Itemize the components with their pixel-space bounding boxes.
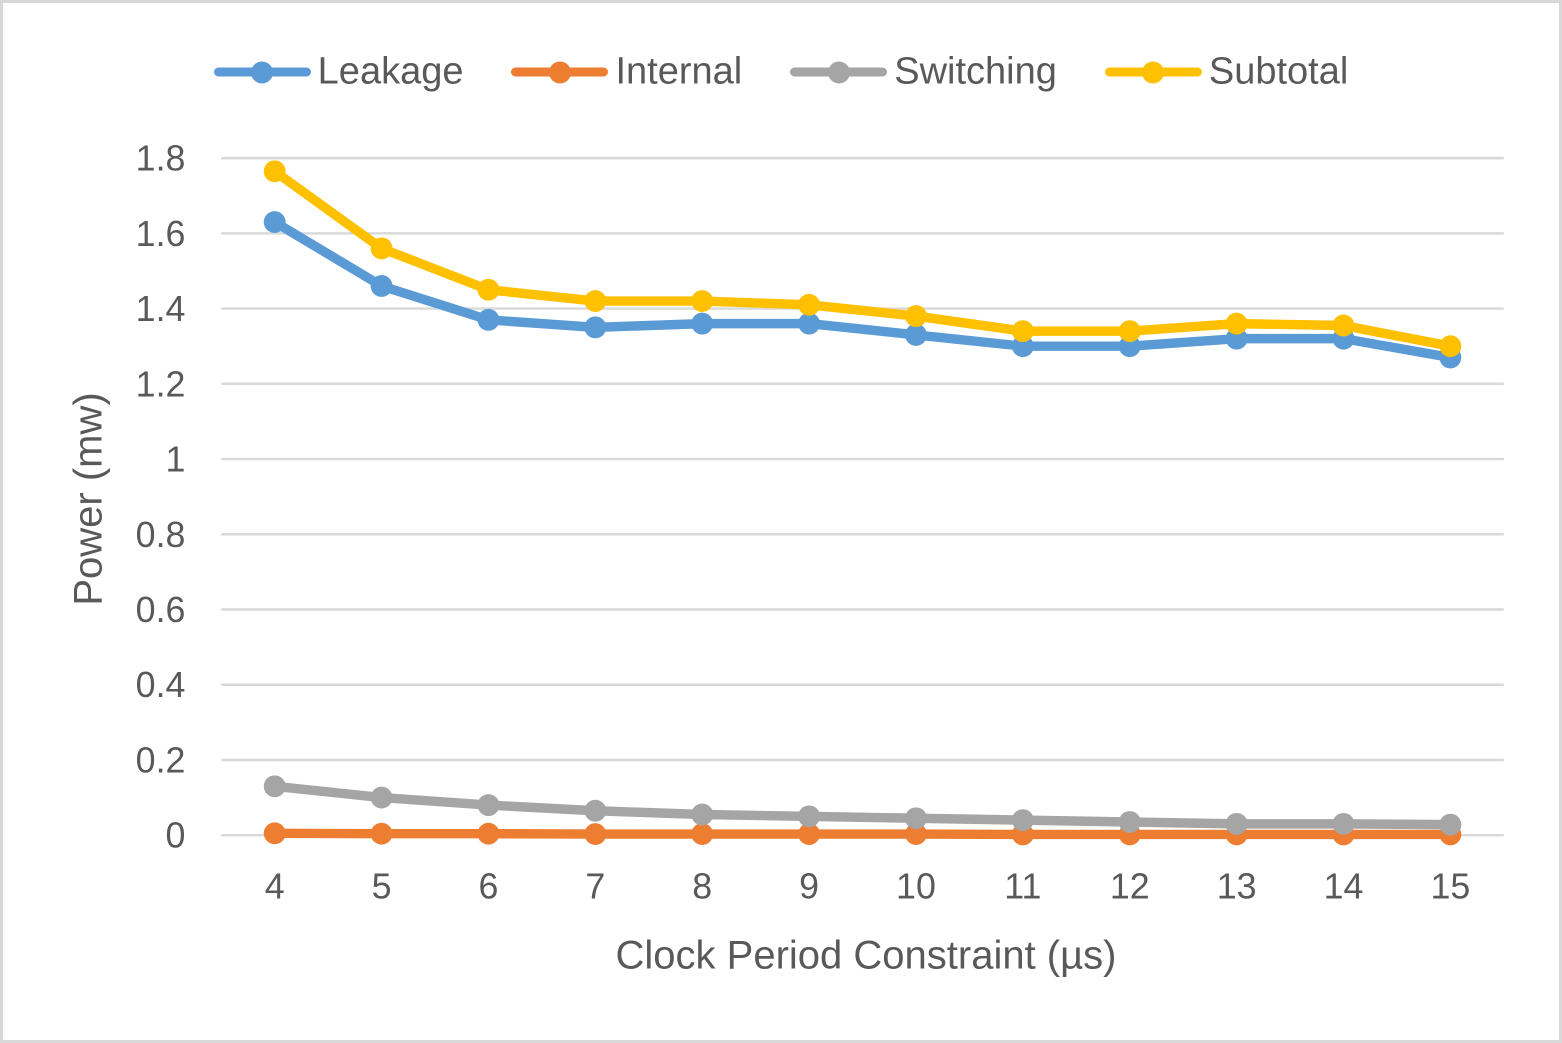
data-point-switching xyxy=(1332,812,1355,835)
data-point-switching xyxy=(263,775,286,798)
x-tick-label: 8 xyxy=(692,866,712,906)
plot-area: 0 0.2 0.4 0.6 0.8 1 1.2 1.4 1.6 1.8 4 5 6 7 8 9 10 11 12 13… xyxy=(136,139,1504,906)
legend-item-internal: Internal xyxy=(511,51,742,94)
data-point-internal xyxy=(798,823,821,845)
data-point-subtotal xyxy=(1118,320,1141,343)
data-point-leakage xyxy=(798,312,821,335)
data-point-leakage xyxy=(1011,335,1034,358)
data-point-switching xyxy=(1011,809,1034,832)
y-tick-label: 1.2 xyxy=(136,364,186,404)
series-line-leakage xyxy=(269,217,1456,363)
x-tick-label: 6 xyxy=(478,866,498,906)
x-tick-label: 4 xyxy=(265,866,285,906)
x-tick-label: 13 xyxy=(1217,866,1257,906)
data-point-subtotal xyxy=(1439,335,1462,358)
series-line-switching xyxy=(269,781,1456,830)
data-point-switching xyxy=(798,805,821,828)
data-point-subtotal xyxy=(477,278,500,301)
legend-label-subtotal: Subtotal xyxy=(1208,50,1349,93)
series-line-internal xyxy=(269,828,1456,840)
y-tick-label: 1 xyxy=(166,440,186,480)
data-point-switching xyxy=(370,786,393,809)
data-point-leakage xyxy=(584,316,607,339)
data-point-subtotal xyxy=(691,290,714,312)
legend-item-leakage: Leakage xyxy=(213,50,464,94)
data-point-subtotal xyxy=(798,293,821,316)
legend-marker-icon-leakage xyxy=(213,61,311,83)
legend-item-subtotal: Subtotal xyxy=(1104,50,1349,94)
data-point-leakage xyxy=(477,308,500,331)
x-tick-label: 12 xyxy=(1110,866,1150,906)
legend-item-switching: Switching xyxy=(790,51,1057,94)
data-point-leakage xyxy=(1225,327,1248,350)
data-point-switching xyxy=(584,799,607,822)
data-point-subtotal xyxy=(1332,314,1355,337)
y-tick-label: 0.4 xyxy=(136,665,186,705)
data-point-switching xyxy=(905,807,927,830)
x-tick-label: 10 xyxy=(896,866,936,906)
data-point-subtotal xyxy=(1011,320,1034,343)
y-tick-label: 0 xyxy=(166,816,186,856)
y-axis-title: Power (mw) xyxy=(66,392,111,606)
y-tick-label: 1.4 xyxy=(136,289,186,329)
legend: Leakage Internal Switching Subtotal xyxy=(3,51,1559,94)
x-axis-title: Clock Period Constraint (µs) xyxy=(615,933,1117,978)
legend-label-internal: Internal xyxy=(615,50,743,93)
data-point-switching xyxy=(691,803,714,826)
legend-label-switching: Switching xyxy=(894,50,1057,93)
data-point-leakage xyxy=(370,275,393,297)
data-point-leakage xyxy=(905,323,927,346)
x-tick-label: 14 xyxy=(1324,866,1364,906)
data-point-subtotal xyxy=(1225,312,1248,335)
y-tick-label: 0.2 xyxy=(136,740,186,780)
legend-marker-icon-subtotal xyxy=(1104,61,1202,83)
y-tick-label: 1.8 xyxy=(136,139,186,179)
data-point-internal xyxy=(584,823,607,845)
data-point-subtotal xyxy=(370,237,393,260)
data-point-leakage xyxy=(263,211,286,233)
x-tick-label: 15 xyxy=(1430,866,1470,906)
legend-label-leakage: Leakage xyxy=(317,50,464,93)
data-point-internal xyxy=(263,822,286,845)
y-tick-label: 1.6 xyxy=(136,214,186,254)
x-tick-label: 9 xyxy=(799,866,819,906)
data-point-switching xyxy=(1225,812,1248,835)
data-point-internal xyxy=(370,822,393,845)
x-tick-label: 11 xyxy=(1004,866,1041,906)
data-point-internal xyxy=(905,823,927,845)
data-point-switching xyxy=(1439,813,1462,836)
x-tick-label: 7 xyxy=(585,866,605,906)
data-point-subtotal xyxy=(905,305,927,328)
data-point-internal xyxy=(691,823,714,845)
legend-marker-icon-switching xyxy=(790,61,888,83)
data-point-switching xyxy=(1118,811,1141,833)
x-tick-label: 5 xyxy=(372,866,392,906)
data-point-subtotal xyxy=(584,290,607,312)
data-point-leakage xyxy=(1118,335,1141,358)
data-point-internal xyxy=(477,822,500,845)
series-line-subtotal xyxy=(269,166,1456,351)
y-tick-label: 0.6 xyxy=(136,590,186,630)
legend-marker-icon-internal xyxy=(511,61,609,83)
data-point-switching xyxy=(477,794,500,817)
data-point-leakage xyxy=(691,312,714,335)
data-point-subtotal xyxy=(263,160,286,183)
y-tick-label: 0.8 xyxy=(136,515,186,555)
